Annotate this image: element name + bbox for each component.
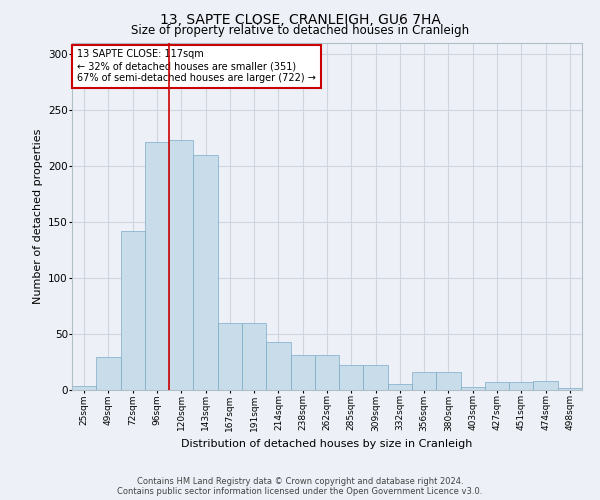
Text: Contains HM Land Registry data © Crown copyright and database right 2024.
Contai: Contains HM Land Registry data © Crown c… bbox=[118, 476, 482, 496]
Bar bbox=[485, 382, 509, 390]
Bar bbox=[290, 355, 315, 390]
Bar bbox=[145, 142, 169, 390]
Bar bbox=[558, 388, 582, 390]
Bar bbox=[218, 322, 242, 390]
Bar bbox=[364, 366, 388, 390]
Text: Size of property relative to detached houses in Cranleigh: Size of property relative to detached ho… bbox=[131, 24, 469, 37]
Bar bbox=[388, 384, 412, 390]
Text: 13 SAPTE CLOSE: 117sqm
← 32% of detached houses are smaller (351)
67% of semi-de: 13 SAPTE CLOSE: 117sqm ← 32% of detached… bbox=[77, 50, 316, 82]
Bar bbox=[339, 366, 364, 390]
Bar bbox=[72, 386, 96, 390]
Bar bbox=[461, 386, 485, 390]
Bar bbox=[121, 231, 145, 390]
Text: 13, SAPTE CLOSE, CRANLEIGH, GU6 7HA: 13, SAPTE CLOSE, CRANLEIGH, GU6 7HA bbox=[160, 12, 440, 26]
Bar bbox=[436, 372, 461, 390]
Bar bbox=[266, 342, 290, 390]
Bar bbox=[509, 382, 533, 390]
Bar bbox=[412, 372, 436, 390]
Bar bbox=[315, 355, 339, 390]
Bar bbox=[193, 154, 218, 390]
Y-axis label: Number of detached properties: Number of detached properties bbox=[32, 128, 43, 304]
Bar bbox=[533, 381, 558, 390]
X-axis label: Distribution of detached houses by size in Cranleigh: Distribution of detached houses by size … bbox=[181, 439, 473, 449]
Bar bbox=[96, 358, 121, 390]
Bar bbox=[242, 322, 266, 390]
Bar bbox=[169, 140, 193, 390]
